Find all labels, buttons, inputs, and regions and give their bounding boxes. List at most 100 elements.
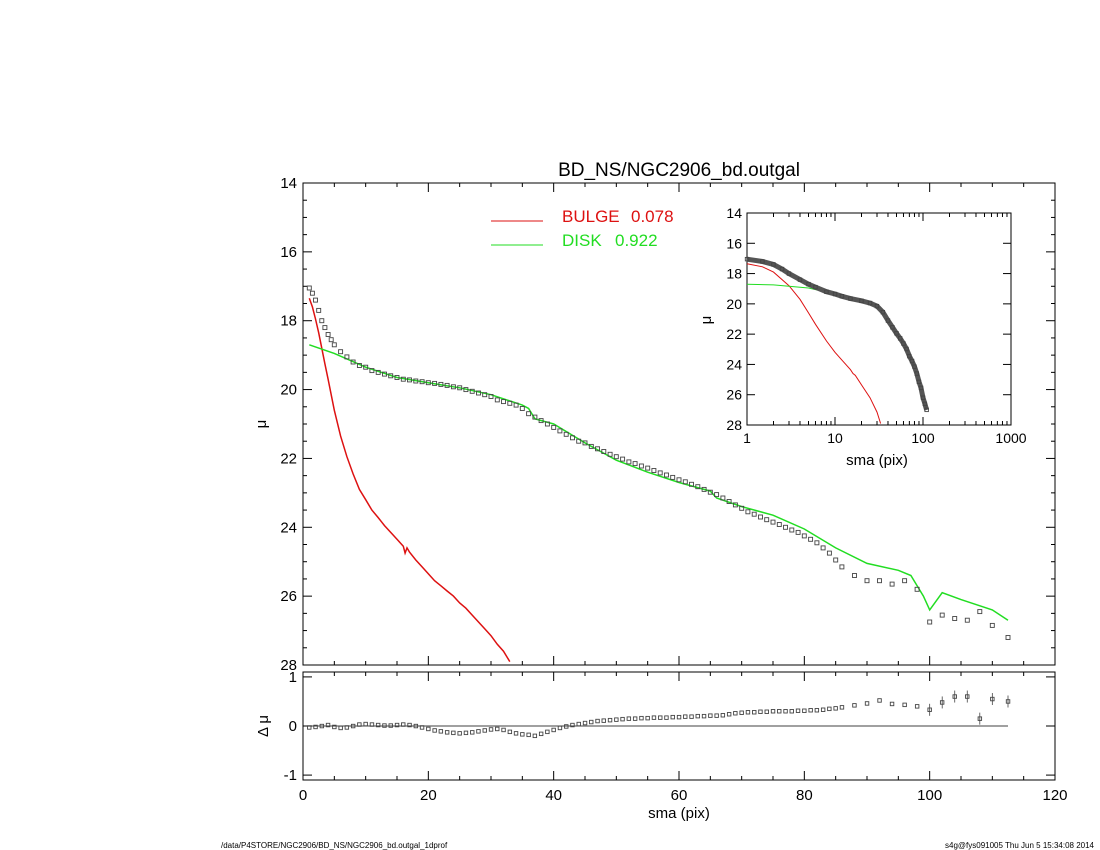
data-point [964, 617, 970, 623]
data-point [513, 402, 519, 408]
residual-y-tick-label: 0 [289, 718, 297, 735]
residual-point [457, 731, 462, 736]
residual-point [357, 722, 362, 727]
residual-point [864, 701, 870, 706]
data-point [676, 477, 682, 483]
data-point [839, 564, 845, 570]
data-point [645, 465, 651, 471]
main-ticks: 14 16 18 20 22 24 26 28 [280, 175, 1056, 674]
legend-disk-label: DISK [562, 231, 602, 250]
inset-data-point [922, 401, 928, 407]
data-point [450, 384, 456, 390]
residual-point [645, 715, 650, 721]
main-y-tick-label: 20 [280, 382, 297, 399]
residual-point [545, 729, 550, 735]
main-series [306, 285, 1011, 662]
data-point [570, 435, 575, 441]
residual-point [488, 727, 494, 732]
data-point [651, 468, 657, 473]
data-point [501, 399, 506, 405]
residual-point [714, 713, 719, 718]
data-point [476, 390, 481, 396]
data-point [400, 376, 406, 382]
x-tick-label: 40 [545, 787, 562, 804]
data-point [544, 421, 550, 427]
data-point [889, 581, 895, 587]
residual-point [808, 708, 813, 713]
residual-point [589, 719, 594, 725]
residual-point [620, 716, 625, 722]
data-point [532, 414, 538, 420]
legend: BULGE 0.078 DISK 0.922 [491, 207, 674, 250]
data-point [507, 400, 513, 406]
residual-point [375, 722, 381, 728]
data-point [1005, 635, 1011, 640]
data-point [801, 533, 807, 539]
data-point [638, 463, 644, 469]
inset-data-point [901, 341, 906, 346]
inset-data-point [848, 296, 853, 301]
inset-data-point [813, 284, 818, 290]
data-point [902, 578, 908, 584]
main-y-axis-label: μ [253, 420, 270, 429]
residual-point [438, 729, 444, 734]
data-point [764, 517, 770, 523]
data-point [814, 540, 820, 546]
inset-x-tick-label: 100 [911, 430, 935, 446]
residual-point [407, 722, 412, 728]
residual-point [394, 722, 400, 728]
main-y-tick-label: 16 [280, 244, 297, 261]
residual-point [551, 727, 556, 733]
data-point [795, 529, 801, 535]
inset-data-point [914, 371, 919, 376]
data-point [776, 522, 782, 527]
legend-bulge-label: BULGE [562, 207, 620, 226]
main-y-tick-label: 14 [280, 175, 297, 192]
main-y-tick-label: 22 [280, 450, 297, 467]
inset-data-point [920, 395, 926, 400]
residual-point [777, 709, 782, 714]
data-point [682, 479, 688, 485]
residual-point [639, 715, 644, 721]
residual-point [658, 715, 663, 720]
data-point [714, 492, 720, 498]
data-point [595, 446, 600, 452]
data-point [444, 382, 450, 388]
residual-y-tick-label: 1 [289, 669, 297, 686]
inset-data-point [760, 259, 765, 264]
residual-point [952, 694, 957, 699]
data-point [732, 502, 738, 508]
legend-disk-value: 0.922 [615, 231, 658, 250]
main-y-tick-label: 24 [280, 519, 297, 536]
inset-data-point [859, 298, 864, 304]
inset-data-point [894, 331, 899, 336]
inset-data-point [890, 325, 895, 330]
residual-point [307, 725, 312, 730]
residual-point [764, 709, 769, 714]
bulge-line [308, 298, 511, 662]
residual-point [607, 717, 613, 723]
data-point [425, 380, 431, 386]
inset-bulge-line [746, 263, 882, 424]
data-point [607, 451, 613, 457]
inset-data-point [744, 256, 750, 262]
main-y-tick-label: 28 [280, 657, 297, 674]
residual-point [626, 716, 632, 721]
data-point [563, 431, 569, 437]
data-point [382, 371, 387, 377]
main-y-tick-label: 26 [280, 588, 297, 605]
inset-data-point [885, 318, 891, 323]
data-point [820, 545, 826, 551]
residual-point [319, 723, 325, 729]
data-point [826, 550, 832, 556]
residual-point [795, 708, 801, 713]
data-point [613, 454, 619, 460]
residual-point [463, 730, 469, 736]
residual-point [470, 730, 475, 735]
inset-series [744, 256, 930, 424]
residual-point [369, 722, 375, 727]
residual-point [820, 707, 826, 712]
residual-point [927, 707, 932, 712]
data-point [413, 378, 419, 384]
inset-x-axis-label: sma (pix) [846, 452, 908, 469]
